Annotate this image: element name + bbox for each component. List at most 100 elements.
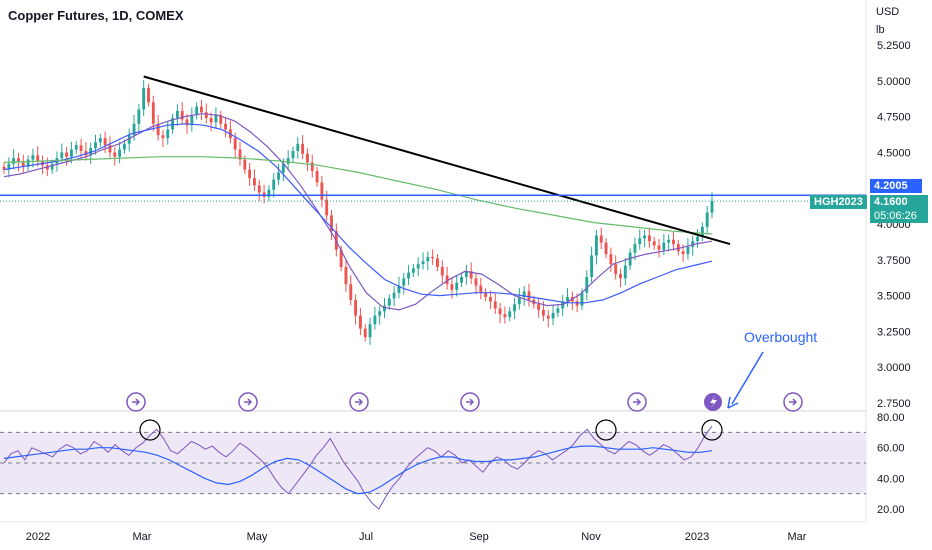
candle-body — [426, 256, 430, 262]
candle-body — [330, 215, 333, 232]
event-icon — [627, 392, 647, 412]
candle-body — [436, 258, 439, 267]
candle-body — [503, 314, 507, 318]
rsi-panel — [3, 419, 723, 510]
price-tick-label: 3.2500 — [877, 326, 911, 338]
candle-body — [60, 152, 64, 159]
candle-body — [657, 245, 661, 250]
candle-body — [691, 241, 695, 247]
candle-body — [94, 142, 97, 149]
time-tick-label: Mar — [133, 531, 152, 543]
arrow-right-icon — [132, 398, 141, 406]
event-icon-ring — [238, 392, 258, 412]
candle-body — [672, 239, 675, 245]
candle-body — [561, 301, 565, 309]
symbol-badge: HGH2023 — [810, 195, 867, 209]
candle-body — [127, 135, 131, 144]
candle-body — [36, 155, 40, 161]
candle-body — [185, 119, 189, 126]
candle-body — [113, 152, 117, 157]
candle-body — [638, 238, 642, 245]
candle-body — [681, 251, 685, 255]
candle-body — [580, 292, 584, 306]
candle-body — [397, 285, 401, 293]
candle-body — [315, 171, 319, 183]
rsi-peak-circle — [139, 419, 161, 441]
candle-body — [556, 308, 560, 313]
rsi-tick-label: 20.00 — [877, 504, 905, 516]
candle-body — [257, 185, 261, 193]
candle-body — [546, 315, 550, 319]
price-tick-label: 3.7500 — [877, 255, 911, 267]
candle-body — [460, 276, 463, 283]
event-icons — [126, 392, 803, 412]
arrow-right-icon — [244, 398, 253, 406]
candle-body — [2, 166, 6, 170]
candle-body — [604, 242, 608, 255]
candle-body — [647, 235, 651, 242]
event-icon — [783, 392, 803, 412]
time-tick-label: May — [247, 531, 268, 543]
rsi-peak-circle — [595, 419, 617, 441]
candle-body — [98, 138, 102, 143]
moving-averages — [3, 113, 713, 311]
candle-body — [551, 312, 555, 319]
time-tick-label: Nov — [581, 531, 601, 543]
arrow-right-icon — [789, 398, 798, 406]
candle-body — [378, 311, 382, 316]
event-icon-ring — [783, 392, 803, 412]
candle-body — [305, 153, 309, 163]
candle-body — [339, 249, 343, 267]
candle-body — [195, 106, 199, 116]
candle-body — [17, 158, 20, 163]
candle-body — [450, 284, 454, 290]
candle-body — [253, 178, 256, 186]
rsi-band — [0, 431, 866, 495]
candle-body — [156, 123, 160, 136]
time-tick-label: 2022 — [26, 531, 50, 543]
rsi-tick-label: 40.00 — [877, 473, 905, 485]
candle-body — [484, 292, 488, 298]
drawings — [0, 75, 866, 409]
event-icon-ring — [126, 392, 146, 412]
candle-body — [643, 235, 647, 239]
candle-body — [522, 291, 526, 298]
event-icon — [460, 392, 480, 412]
candle-body — [79, 145, 83, 151]
candle-body — [416, 264, 420, 269]
candle-body — [421, 261, 425, 265]
candle-body — [387, 298, 391, 306]
chart-title: Copper Futures, 1D, COMEX — [8, 8, 184, 23]
candle-body — [296, 143, 300, 151]
candle-body — [291, 150, 295, 159]
candle-body — [628, 252, 632, 266]
candle-body — [599, 235, 603, 243]
candle-body — [676, 244, 680, 252]
candle-body — [132, 123, 136, 136]
candle-body — [537, 304, 541, 310]
event-icon-ring — [627, 392, 647, 412]
time-tick-label: 2023 — [685, 531, 709, 543]
candle-body — [310, 162, 314, 172]
candle-body — [122, 143, 126, 150]
candle-body — [243, 159, 247, 170]
last-price-badge: 4.1600 — [870, 195, 928, 209]
candle-body — [166, 129, 170, 139]
candle-body — [69, 149, 73, 157]
candle-body — [224, 123, 227, 130]
candle-body — [50, 163, 54, 170]
countdown-badge: 05:06:26 — [870, 209, 928, 223]
time-tick-label: Jul — [359, 531, 373, 543]
candle-body — [204, 112, 208, 119]
candle-body — [219, 115, 223, 124]
candle-body — [354, 299, 358, 316]
candle-body — [214, 115, 218, 123]
candle-body — [585, 276, 589, 293]
candle-body — [633, 244, 637, 253]
candle-body — [118, 149, 122, 157]
candle-body — [320, 182, 324, 200]
candle-body — [7, 163, 11, 170]
candle-body — [493, 301, 497, 309]
price-tick-label: 2.7500 — [877, 398, 911, 410]
